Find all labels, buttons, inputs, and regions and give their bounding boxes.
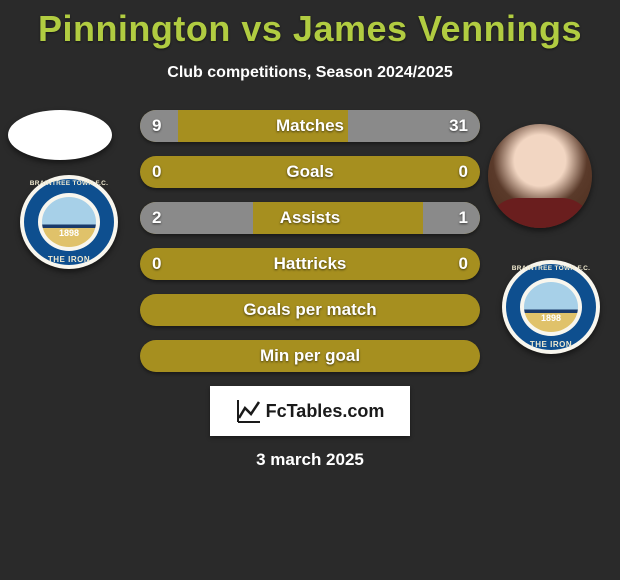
logo-text: FcTables.com (266, 401, 385, 422)
stat-label: Goals per match (140, 294, 480, 326)
chart-icon (236, 398, 262, 424)
snapshot-date: 3 march 2025 (0, 450, 620, 470)
stats-chart: 931Matches 00Goals 21Assists 00Hattricks Goa… (0, 110, 620, 372)
stat-label: Goals (140, 156, 480, 188)
stat-row: 21Assists (140, 202, 480, 234)
stat-row: Goals per match (140, 294, 480, 326)
stat-row: 00Hattricks (140, 248, 480, 280)
comparison-title: Pinnington vs James Vennings (0, 0, 620, 50)
stat-row: 931Matches (140, 110, 480, 142)
stat-label: Matches (140, 110, 480, 142)
stat-label: Hattricks (140, 248, 480, 280)
fctables-logo: FcTables.com (210, 386, 410, 436)
stat-label: Min per goal (140, 340, 480, 372)
stat-row: Min per goal (140, 340, 480, 372)
comparison-subtitle: Club competitions, Season 2024/2025 (0, 64, 620, 82)
stat-row: 00Goals (140, 156, 480, 188)
stat-label: Assists (140, 202, 480, 234)
